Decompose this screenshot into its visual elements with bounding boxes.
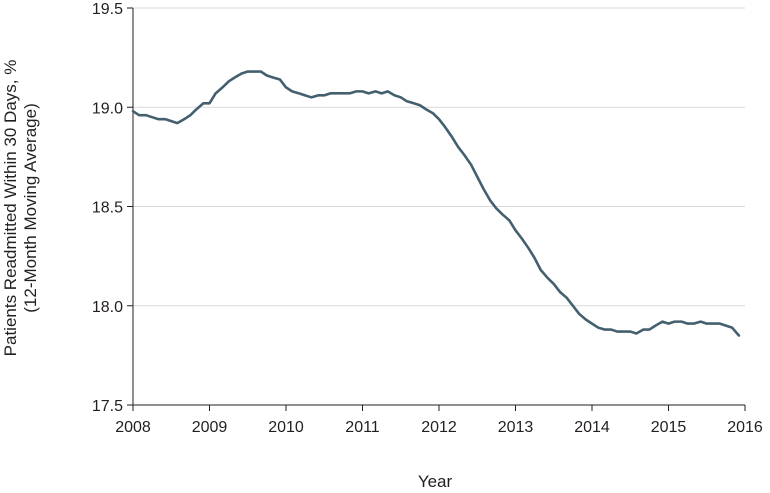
y-tick-label: 18.5	[92, 200, 123, 217]
x-tick-label: 2016	[727, 419, 763, 436]
series-line	[131, 70, 741, 337]
axes	[127, 7, 746, 411]
x-tick-label: 2008	[115, 419, 151, 436]
y-tick-label: 17.5	[92, 398, 123, 415]
x-tick-label: 2013	[498, 419, 534, 436]
y-axis-title-line: Patients Readmitted Within 30 Days, %	[1, 60, 20, 357]
tick-labels: 17.5 18.0 18.5 19.0 19.5 2008 2009 2010 2011 2012…	[92, 1, 763, 436]
x-tick-label: 2009	[192, 419, 228, 436]
y-axis-title: Patients Readmitted Within 30 Days, %(12…	[1, 60, 40, 357]
x-tick-label: 2014	[574, 419, 610, 436]
x-tick-label: 2015	[651, 419, 687, 436]
x-tick-label: 2012	[421, 419, 457, 436]
y-axis-title-line: (12-Month Moving Average)	[21, 103, 40, 312]
x-tick-label: 2010	[268, 419, 304, 436]
gridlines	[133, 7, 745, 307]
x-axis-title: Year	[418, 472, 453, 491]
series	[131, 70, 741, 337]
y-tick-label: 18.0	[92, 299, 123, 316]
x-tick-label: 2011	[345, 419, 380, 436]
y-tick-label: 19.5	[92, 1, 123, 18]
y-tick-label: 19.0	[92, 100, 123, 117]
